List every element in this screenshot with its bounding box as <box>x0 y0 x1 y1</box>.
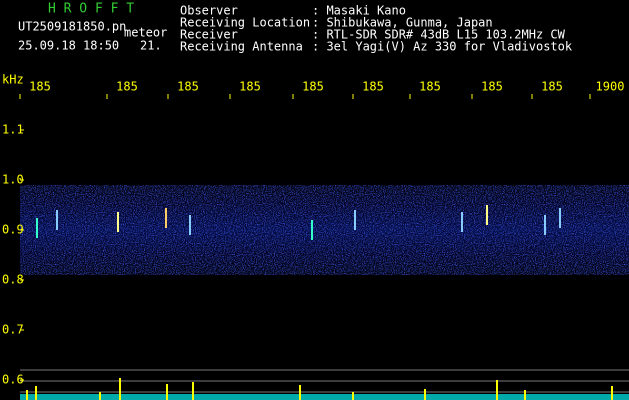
info-label: Receiver <box>180 28 238 42</box>
file-name: UT2509181850.pn <box>18 20 126 34</box>
meteor-echoes <box>36 205 561 240</box>
x-tick-label: 185 <box>116 80 138 94</box>
count: 21. <box>140 39 162 53</box>
x-tick-label: 185 <box>362 80 384 94</box>
y-tick-label: 0.9 <box>2 223 24 237</box>
x-tick-label: 185 <box>29 80 51 94</box>
level-peaks <box>26 378 613 400</box>
y-tick-label: 0.6 <box>2 373 24 387</box>
x-tick-label: 185 <box>302 80 324 94</box>
info-value: : Masaki Kano <box>312 4 406 18</box>
datetime: 25.09.18 18:50 <box>18 39 119 53</box>
x-tick-label: 1900 <box>596 80 625 94</box>
info-value: : RTL-SDR SDR# 43dB L15 103.2MHz CW <box>312 28 566 42</box>
app-name: H R O F F T <box>48 2 134 17</box>
y-tick-label: 1.0 <box>2 173 24 187</box>
info-value: : 3el Yagi(V) Az 330 for Vladivostok <box>312 40 573 54</box>
x-tick-label: 185 <box>481 80 503 94</box>
y-tick-label: 1.1 <box>2 123 24 137</box>
info-value: : Shibukawa, Gunma, Japan <box>312 16 493 30</box>
level-trace <box>20 394 629 400</box>
info-label: Receiving Antenna <box>180 40 303 54</box>
x-tick-label: 185 <box>177 80 199 94</box>
y-tick-label: 0.8 <box>2 273 24 287</box>
info-label: Receiving Location <box>180 16 310 30</box>
info-label: Observer <box>180 4 238 18</box>
mode: meteor <box>124 26 167 40</box>
y-unit: kHz <box>2 73 24 87</box>
axes: 185 185 185 185 185 185 185 185 185 1900 1.1 1.0 0.9… <box>2 80 624 387</box>
y-tick-label: 0.7 <box>2 323 24 337</box>
x-tick-label: 185 <box>239 80 261 94</box>
spectrogram-noise <box>20 185 629 275</box>
x-tick-label: 185 <box>541 80 563 94</box>
x-tick-label: 185 <box>419 80 441 94</box>
